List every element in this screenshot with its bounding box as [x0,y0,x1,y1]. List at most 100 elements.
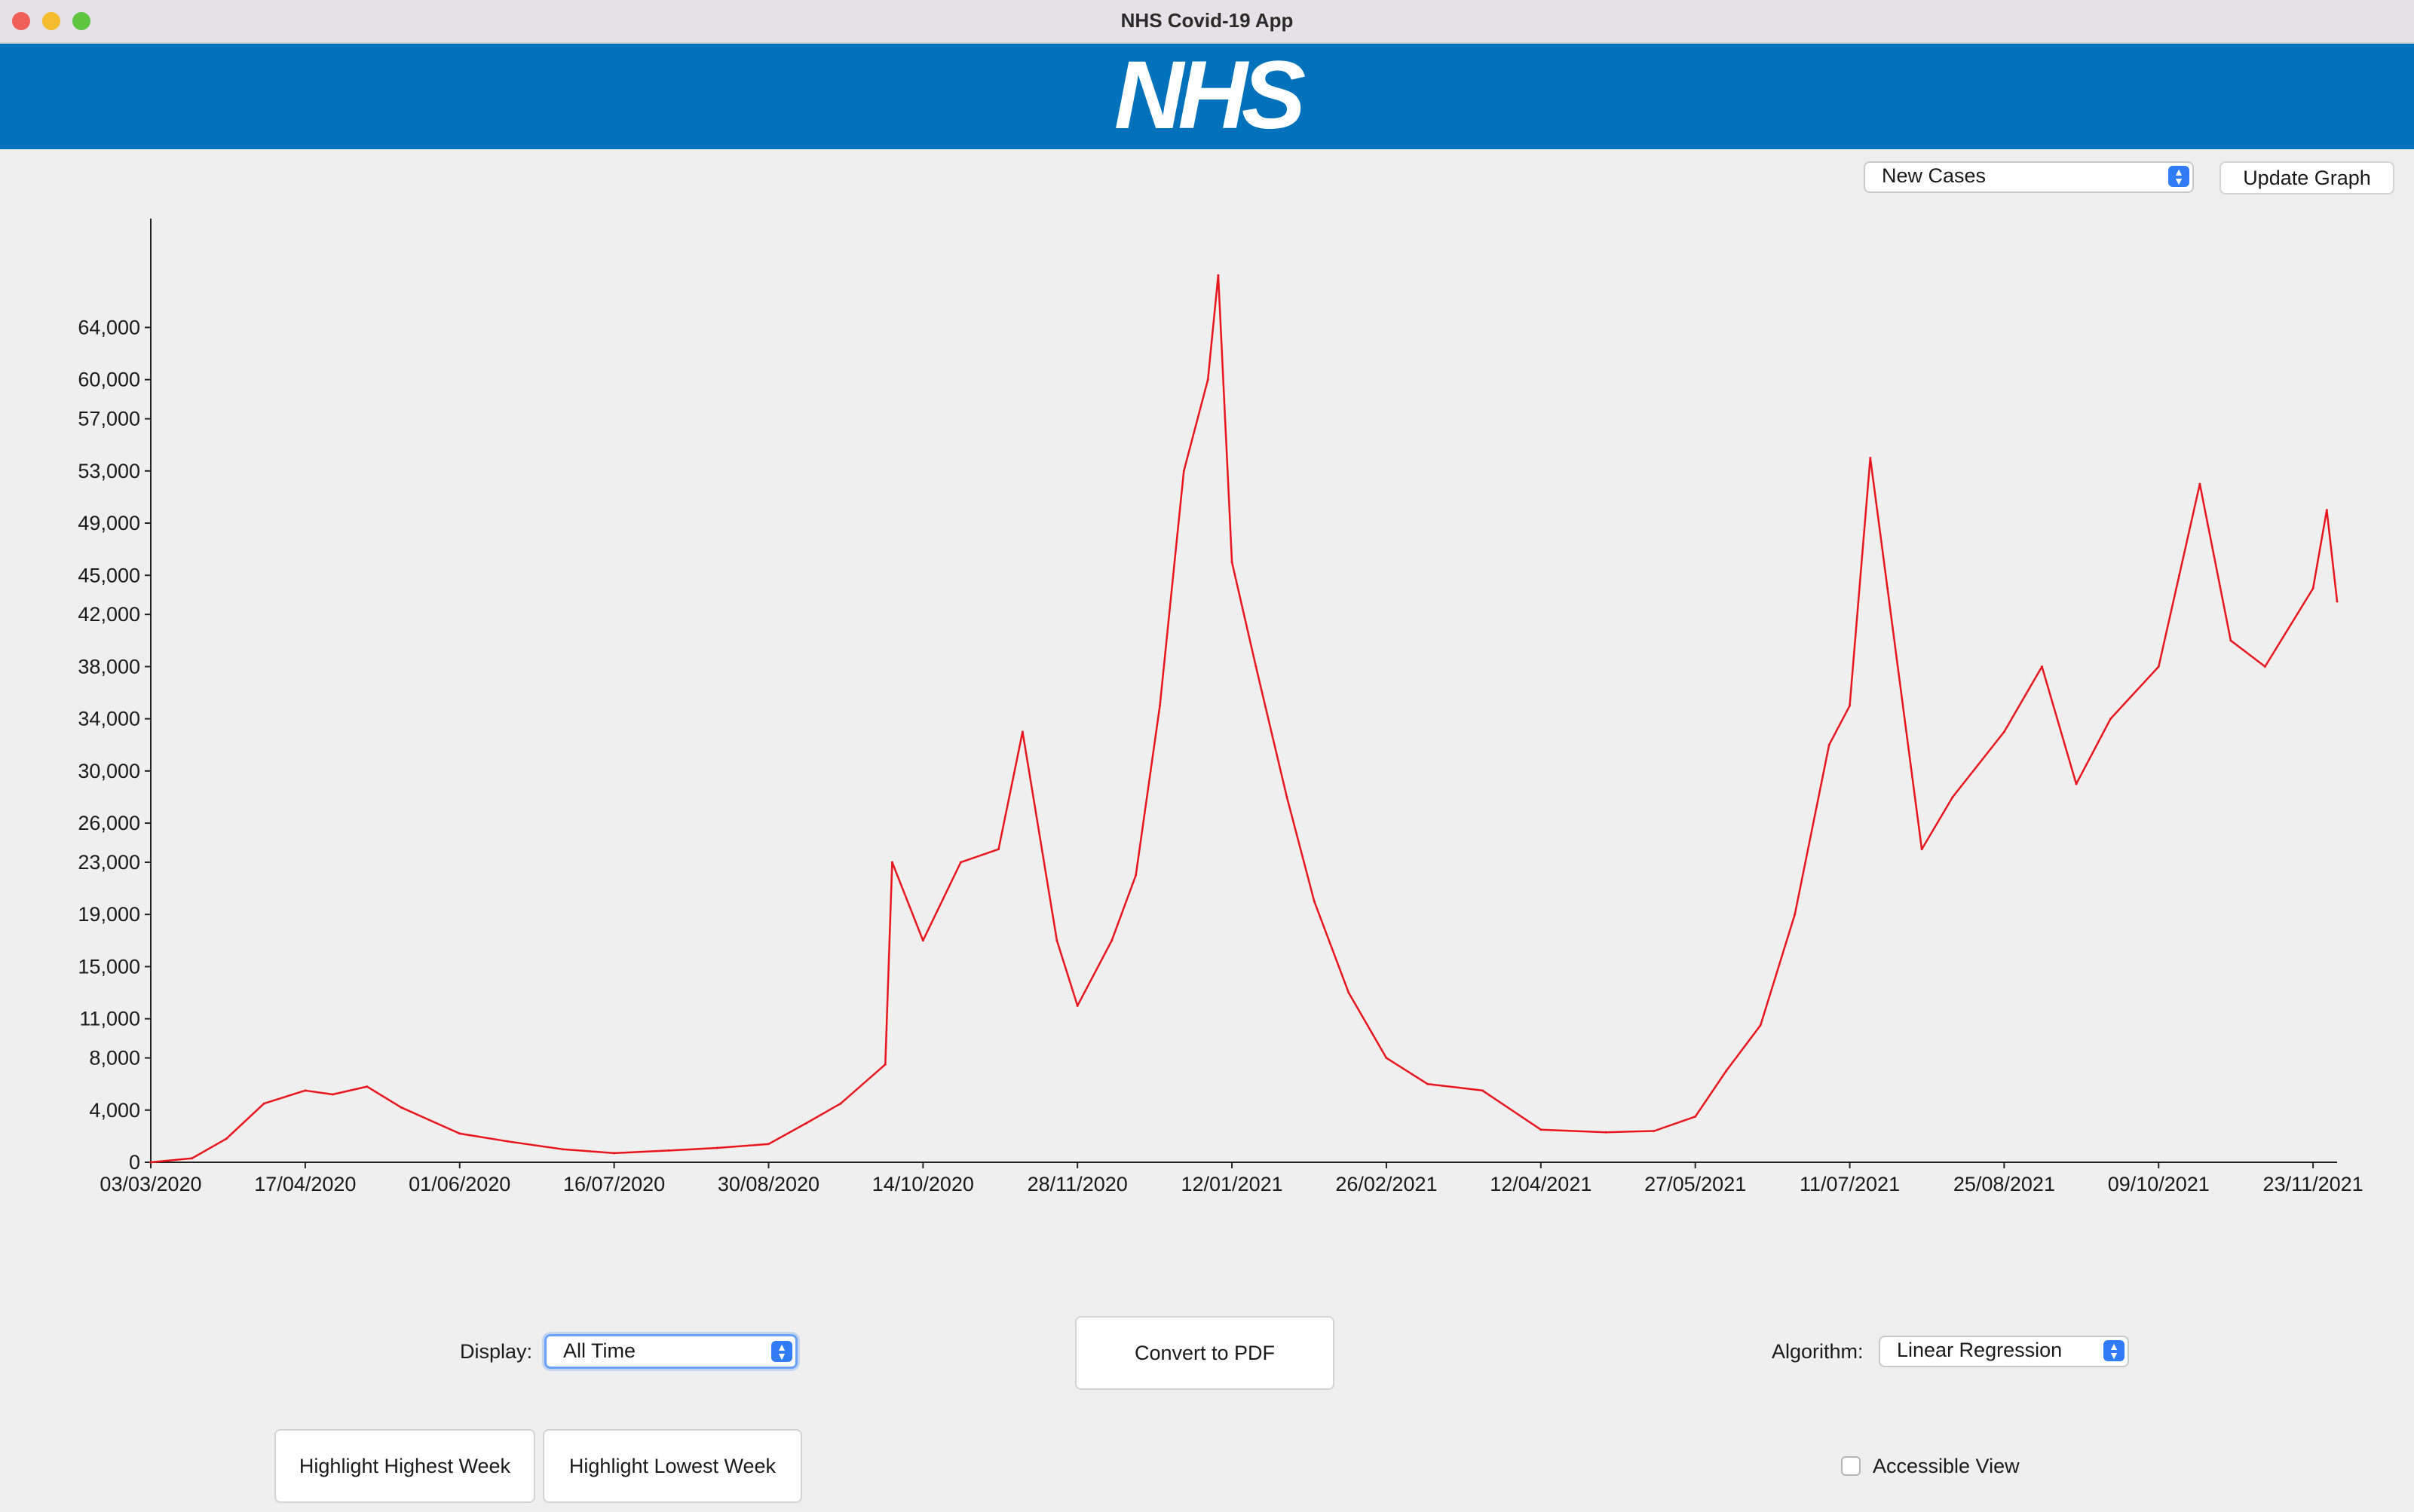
data-point [225,1137,228,1140]
algorithm-select-value: Linear Regression [1897,1339,2063,1361]
x-tick-label: 16/07/2020 [563,1173,665,1195]
data-point [2325,509,2328,512]
y-tick-label: 4,000 [89,1099,140,1122]
data-point [959,861,962,864]
x-tick-label: 23/11/2021 [2263,1173,2363,1195]
data-point [458,1132,461,1135]
data-point [1135,874,1138,877]
x-tick-label: 28/11/2020 [1028,1173,1128,1195]
data-point [1230,561,1233,564]
data-point [2157,665,2160,668]
convert-to-pdf-button[interactable]: Convert to PDF [1075,1316,1334,1390]
data-point [884,1063,887,1066]
data-point [613,1152,616,1155]
x-tick-label: 11/07/2021 [1800,1173,1900,1195]
display-select[interactable]: All Time ▲ ▼ [544,1334,798,1369]
data-point [1886,587,1889,590]
x-tick-label: 12/04/2021 [1490,1173,1591,1195]
y-tick-label: 42,000 [78,603,140,626]
highlight-lowest-week-button[interactable]: Highlight Lowest Week [543,1429,802,1503]
x-tick-label: 09/10/2021 [2108,1173,2210,1195]
data-point [2198,482,2201,485]
x-tick-label: 27/05/2021 [1644,1173,1746,1195]
data-point [1313,900,1316,903]
data-point [1158,704,1161,707]
data-point [1206,378,1209,381]
y-tick-label: 53,000 [78,460,140,482]
data-point [1426,1082,1429,1085]
data-point [2075,782,2078,785]
line-chart: 0 4,000 8,000 11,000 15,000 19,000 23,000 26,00… [78,219,2363,1195]
metric-select-value: New Cases [1882,164,1987,187]
data-point [149,1161,152,1164]
data-point [1111,939,1114,942]
y-tick-label: 34,000 [78,708,140,730]
x-tick-label: 12/01/2021 [1181,1173,1282,1195]
data-point [1055,939,1058,942]
algorithm-select[interactable]: Linear Regression ▲ ▼ [1879,1336,2129,1367]
data-point [2178,574,2181,577]
accessible-view-label: Accessible View [1873,1455,2020,1477]
chevron-updown-icon: ▲ ▼ [2103,1340,2125,1361]
x-tick-label: 30/08/2020 [718,1173,819,1195]
y-tick-label: 38,000 [78,655,140,678]
data-point [1653,1129,1656,1132]
data-point [1021,730,1024,733]
data-point [1217,274,1220,277]
x-tick-label: 26/02/2021 [1335,1173,1437,1195]
algorithm-label: Algorithm: [1772,1340,1864,1363]
zoom-window-button[interactable] [72,12,90,30]
data-point [1285,795,1288,798]
data-point [1920,848,1923,851]
display-label: Display: [460,1340,533,1363]
data-point [767,1143,770,1146]
data-point [400,1106,403,1109]
data-point [262,1102,265,1105]
data-point [890,861,893,864]
x-tick-label: 03/03/2020 [100,1173,201,1195]
x-tick-label: 17/04/2020 [254,1173,356,1195]
data-point [331,1093,334,1096]
y-tick-label: 11,000 [79,1008,140,1030]
data-point [1827,743,1830,746]
data-point [366,1085,369,1088]
update-graph-button[interactable]: Update Graph [2219,161,2394,194]
data-point [2109,718,2112,721]
nhs-logo: NHS [1114,41,1306,149]
minimize-window-button[interactable] [42,12,60,30]
data-point [1951,795,1954,798]
data-point [304,1089,307,1092]
data-point [667,1149,670,1152]
y-tick-label: 15,000 [78,955,140,978]
data-point [1481,1089,1484,1092]
data-point [1182,470,1185,473]
chevron-updown-icon: ▲ ▼ [771,1341,792,1362]
new-cases-series-line [150,274,2339,1164]
metric-select[interactable]: New Cases ▲ ▼ [1864,161,2194,193]
y-tick-label: 45,000 [78,564,140,586]
x-tick-label: 25/08/2021 [1953,1173,2055,1195]
display-select-value: All Time [563,1339,636,1362]
x-tick-label: 01/06/2020 [409,1173,510,1195]
data-point [1849,704,1852,707]
data-point [1869,457,1872,459]
highlight-highest-week-button[interactable]: Highlight Highest Week [274,1429,535,1503]
data-point [1385,1057,1388,1060]
data-point [1076,1004,1079,1007]
data-point [1347,991,1350,994]
close-window-button[interactable] [12,12,30,30]
x-tick-label: 14/10/2020 [872,1173,974,1195]
data-point [1604,1131,1607,1134]
y-tick-label: 49,000 [78,512,140,534]
window-titlebar: NHS Covid-19 App [0,0,2414,44]
accessible-view-checkbox[interactable] [1841,1456,1861,1476]
data-point [805,1122,808,1125]
data-point [1539,1128,1542,1131]
y-tick-label: 19,000 [78,903,140,926]
data-point [2002,730,2005,733]
data-point [839,1102,842,1105]
data-point [2311,587,2314,590]
data-point [2229,639,2232,642]
y-tick-label: 57,000 [78,408,140,430]
y-tick-label: 23,000 [78,851,140,874]
